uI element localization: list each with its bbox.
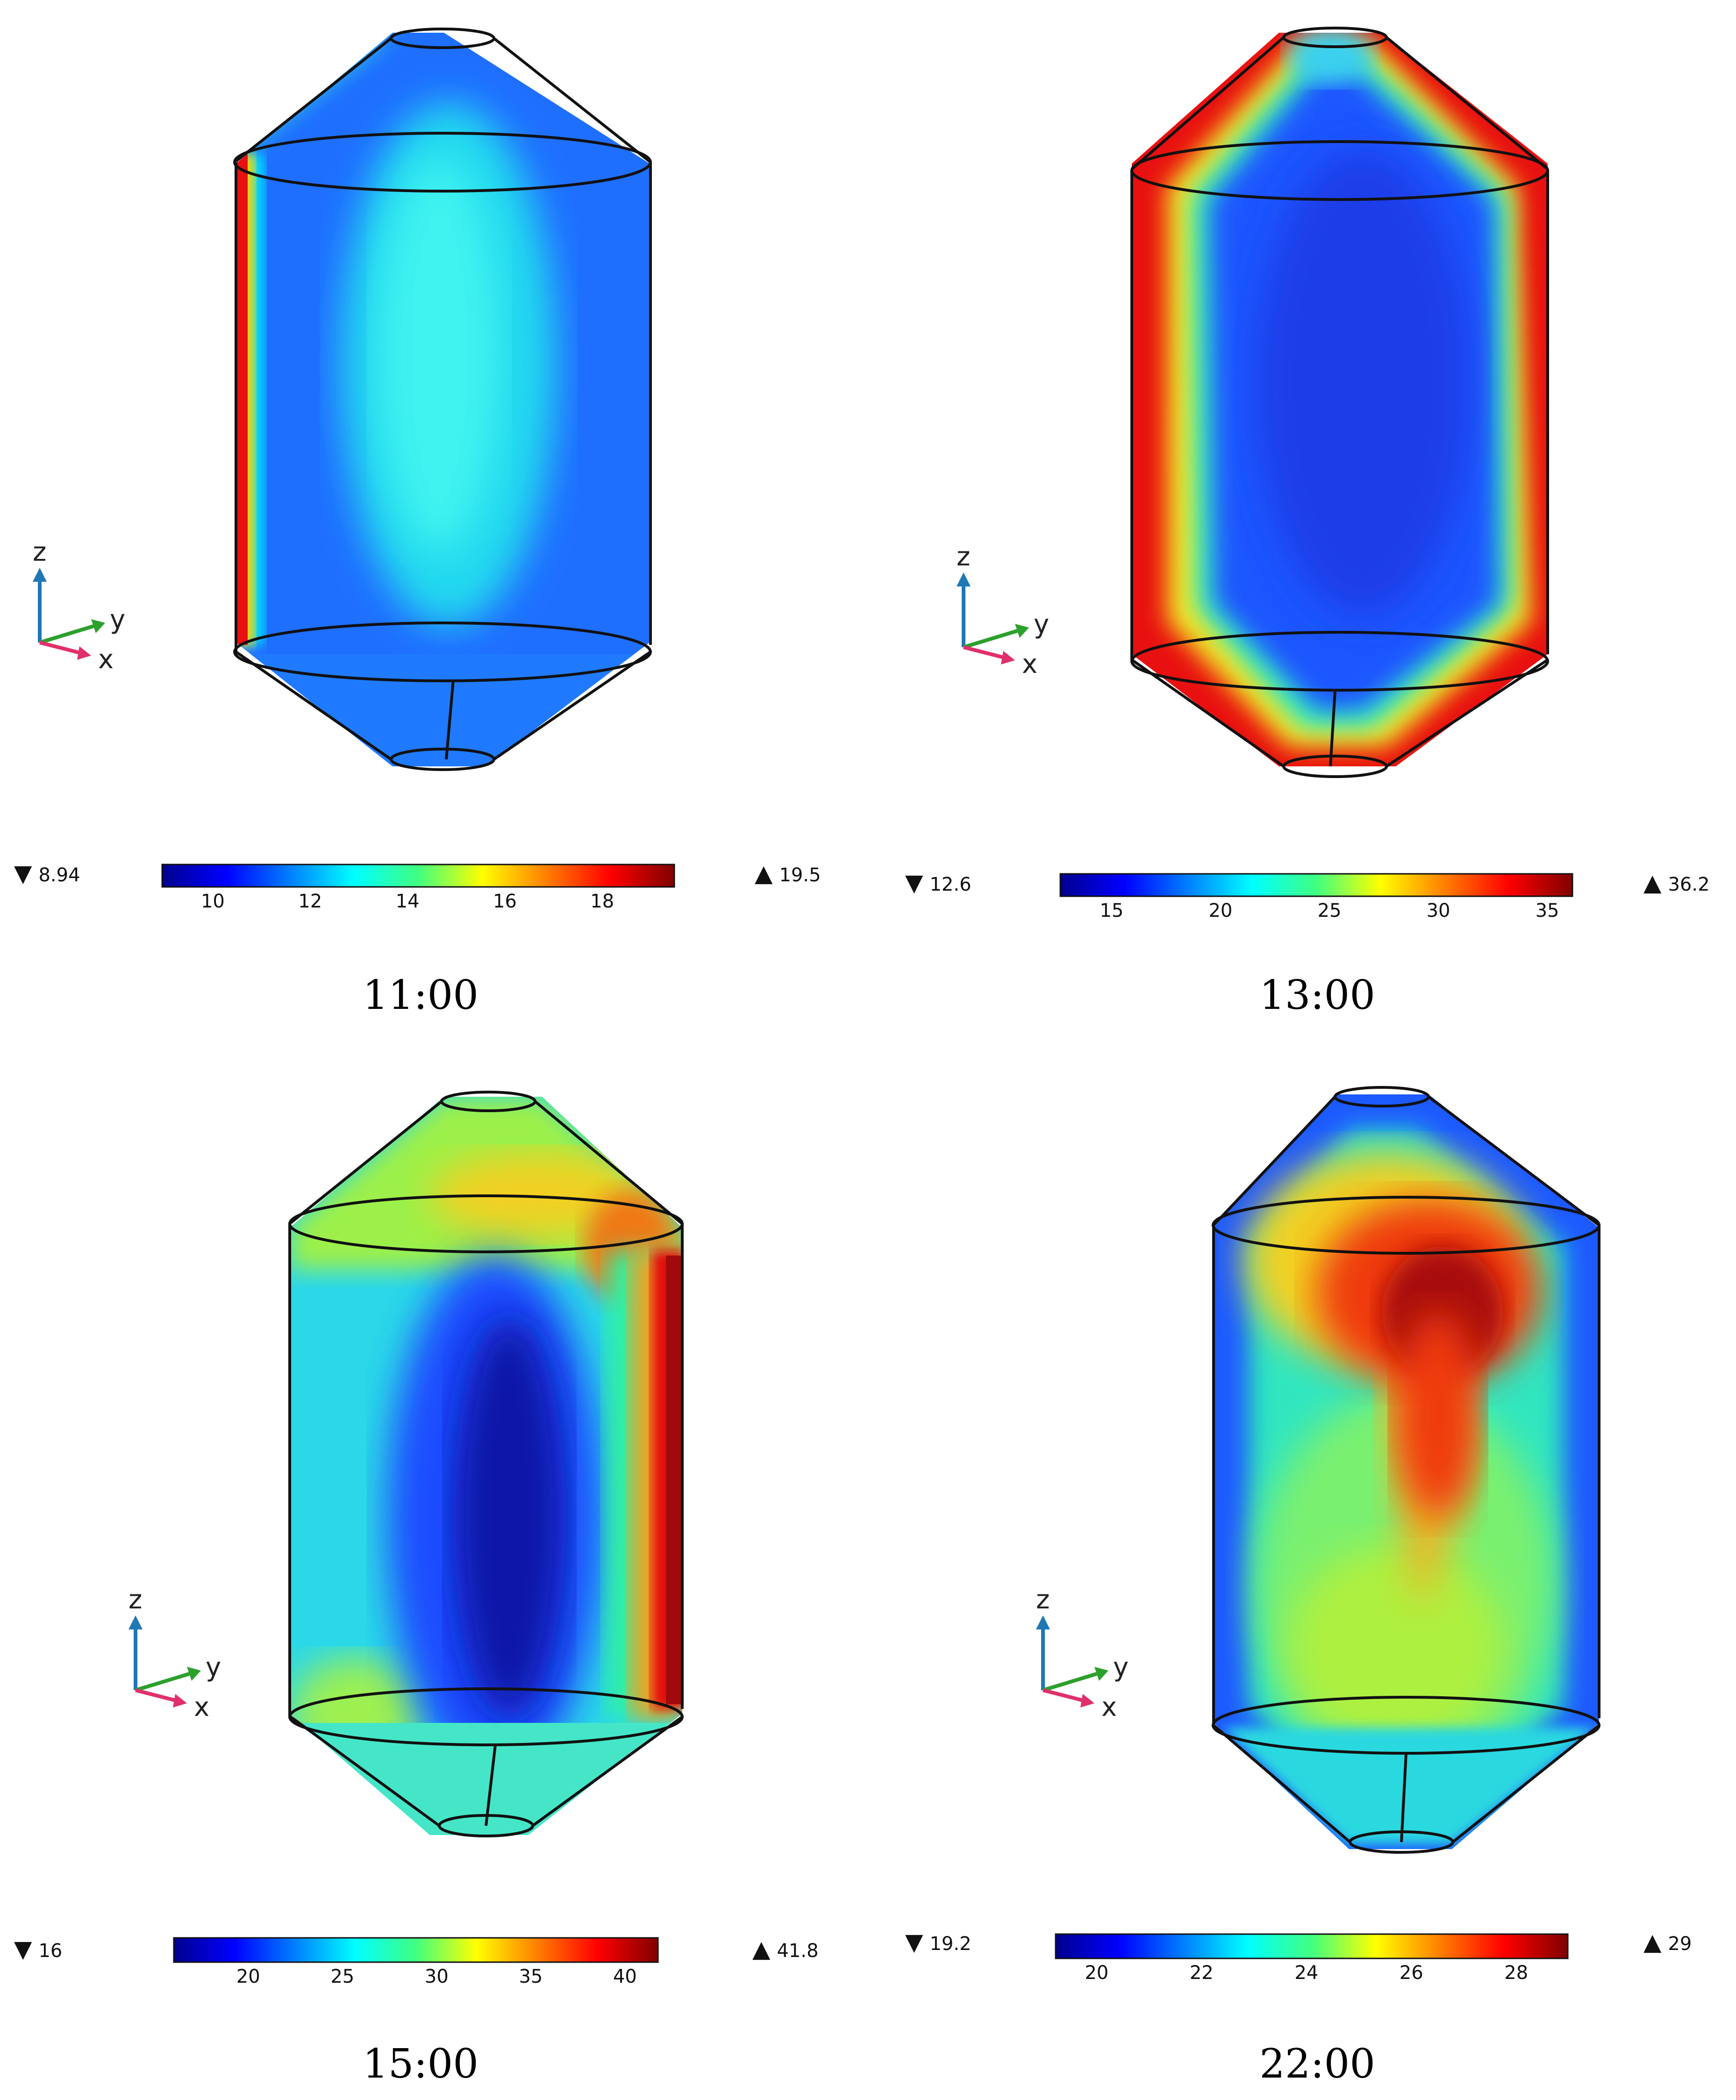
colorbar-tick-label: 15 [1100,900,1124,921]
colorbar-tick-label: 16 [493,891,517,912]
colorbar-tick-label: 26 [1399,1962,1423,1984]
colorbar-tick-label: 10 [200,891,225,912]
silo-outline [288,1091,684,1837]
axis-z-label: z [1036,1585,1050,1615]
axis-x-label: x [194,1692,209,1722]
time-label: 22:00 [1259,2041,1375,2087]
colorbar-tick-label: 35 [1535,900,1559,921]
colorbar-tick-label: 25 [1317,900,1342,921]
max-value: ▲ 29 [1643,1929,1692,1956]
panel-1300: z y x ▼ 12.6 ▲ 36.2 13:00 15 20 25 30 35 [868,0,1736,1050]
axis-y-label: y [110,605,125,635]
panel-2200: z y x ▼ 19.2 ▲ 29 22:00 20 22 24 26 28 [868,1050,1736,2100]
axis-x-label: x [98,644,114,675]
colorbar-tick-label: 35 [519,1966,543,1987]
min-value: ▼ 12.6 [905,869,972,896]
colorbar-tick-label: 30 [424,1966,449,1987]
max-value: ▲ 19.5 [755,860,821,887]
colorbar-tick-label: 14 [395,891,420,912]
axis-z-label: z [957,542,970,572]
axis-y-label: y [1034,609,1049,640]
colorbar [173,1937,659,1963]
min-value: ▼ 16 [14,1936,63,1963]
colorbar-tick-label: 20 [1208,900,1233,921]
axis-y-label: y [1113,1652,1129,1683]
colorbar-tick-label: 12 [298,891,322,912]
axis-z-label: z [33,537,46,567]
axis-triad: z y x [33,537,125,675]
colorbar-tick-label: 20 [236,1966,260,1987]
silo-temperature-plot: z y x [33,28,652,771]
colorbar-tick-label: 24 [1294,1962,1319,1984]
colorbar-tick-label: 20 [1085,1962,1109,1984]
silo-temperature-plot: z y x [129,1091,684,1837]
colorbar [161,864,675,888]
time-label: 13:00 [1259,972,1375,1019]
colorbar-tick-label: 25 [330,1966,355,1987]
axis-x-label: x [1101,1692,1117,1722]
silo-temperature-plot: z y x [957,27,1549,778]
panel-1100: z y x ▼ 8.94 ▲ 19.5 11:00 10 12 14 16 18 [0,0,868,1050]
max-value: ▲ 41.8 [752,1936,819,1963]
time-label: 15:00 [363,2041,479,2087]
axis-triad: z y x [129,1585,221,1722]
silo-outline [233,28,652,771]
axis-z-label: z [129,1585,142,1615]
silo-outline [1212,1086,1600,1854]
colorbar-tick-label: 30 [1426,900,1450,921]
silo-outline [1130,27,1549,778]
time-label: 11:00 [363,972,479,1019]
axis-triad: z y x [957,542,1049,679]
colorbar [1059,873,1573,897]
colorbar-tick-label: 40 [613,1966,637,1987]
colorbar-tick-label: 28 [1504,1962,1529,1984]
max-value: ▲ 36.2 [1643,869,1710,896]
axis-triad: z y x [1036,1585,1129,1722]
axis-y-label: y [206,1652,221,1683]
min-value: ▼ 19.2 [905,1929,972,1956]
colorbar-tick-label: 18 [590,891,614,912]
panel-1500: z y x ▼ 16 ▲ 41.8 15:00 20 25 30 35 40 [0,1050,868,2100]
colorbar-tick-label: 22 [1189,1962,1214,1984]
silo-temperature-plot: z y x [1036,1086,1600,1854]
axis-x-label: x [1022,649,1037,679]
min-value: ▼ 8.94 [14,860,80,887]
colorbar [1055,1933,1569,1959]
